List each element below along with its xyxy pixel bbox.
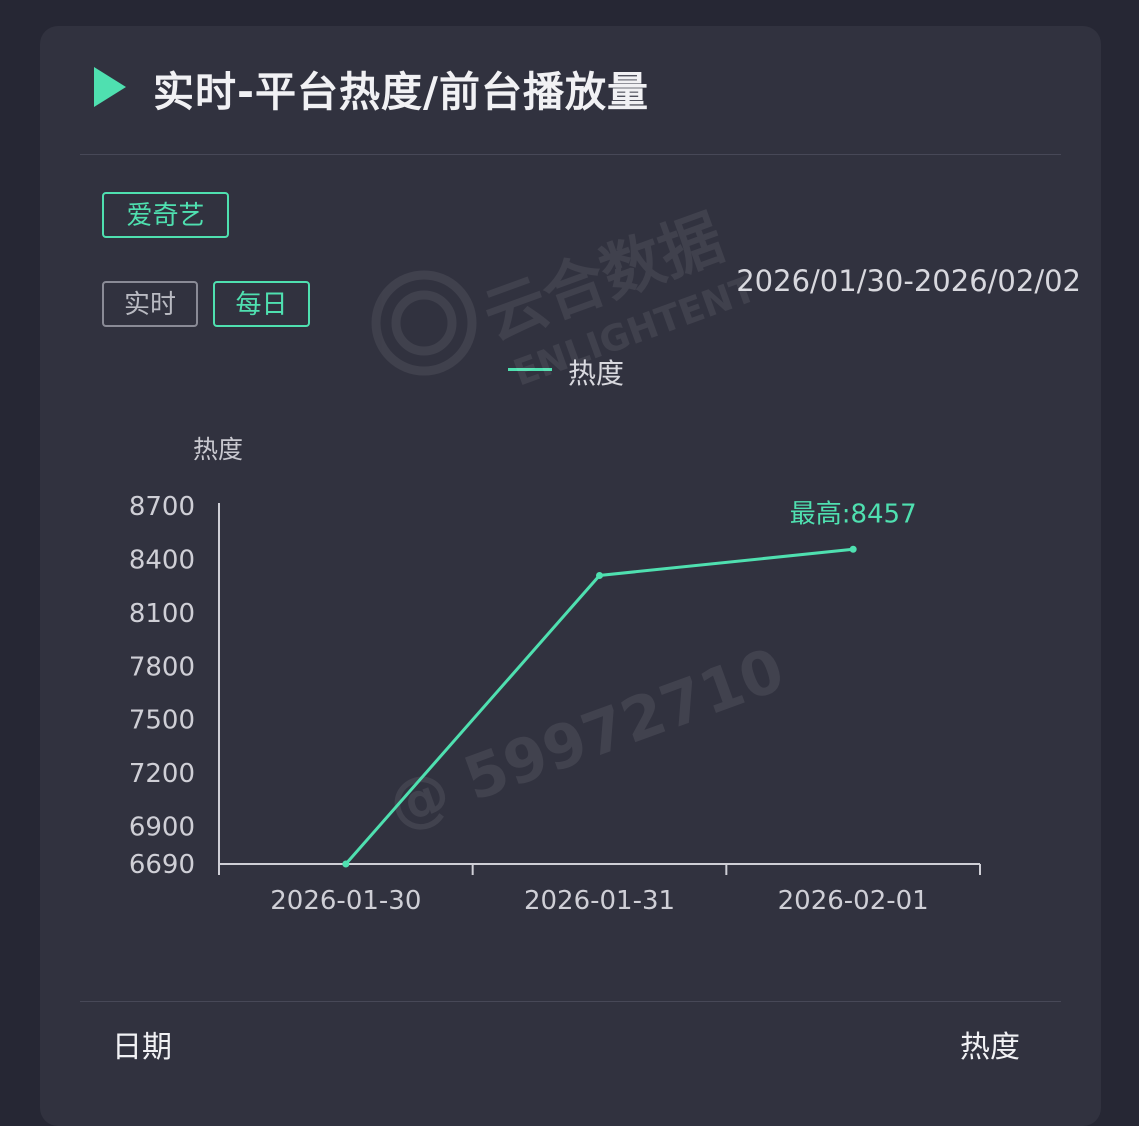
data-point (342, 860, 350, 868)
series-line (344, 547, 854, 865)
data-point (596, 571, 603, 579)
page-title: 实时-平台热度/前台播放量 (153, 68, 649, 116)
y-tick-label: 6690 (129, 850, 195, 880)
max-annotation: 最高:8457 (790, 499, 917, 529)
play-icon (94, 67, 126, 107)
y-tick-label: 7800 (129, 652, 195, 682)
tab-realtime[interactable]: 实时 (102, 281, 198, 327)
tab-daily[interactable]: 每日 (213, 281, 310, 327)
line-chart: 热度 6690 6900 7200 7500 7800 8100 8400 8700 2026… (129, 435, 981, 916)
y-tick-label: 7500 (129, 706, 195, 736)
x-tick-label: 2026-01-31 (524, 886, 675, 916)
data-point (849, 545, 857, 553)
table-header-date: 日期 (112, 1030, 172, 1065)
date-range: 2026/01/30-2026/02/02 (736, 264, 1081, 298)
table-header-heat: 热度 (960, 1030, 1020, 1065)
section-divider (80, 1001, 1061, 1002)
y-tick-label: 8100 (129, 599, 195, 629)
legend-label: 热度 (568, 357, 625, 390)
y-tick-label: 6900 (129, 813, 195, 843)
tab-iqiyi[interactable]: 爱奇艺 (102, 192, 229, 238)
x-tick-label: 2026-02-01 (778, 886, 929, 916)
legend-line-icon (508, 368, 552, 371)
header-divider (80, 154, 1061, 155)
y-tick-label: 8400 (129, 545, 195, 575)
card-header: 实时-平台热度/前台播放量 (40, 26, 1101, 154)
y-tick-label: 7200 (129, 759, 195, 789)
x-tick-label: 2026-01-30 (270, 886, 421, 916)
y-tick-label: 8700 (129, 492, 195, 522)
chart-card: 实时-平台热度/前台播放量 (40, 26, 1101, 1126)
y-axis-label: 热度 (193, 435, 243, 464)
